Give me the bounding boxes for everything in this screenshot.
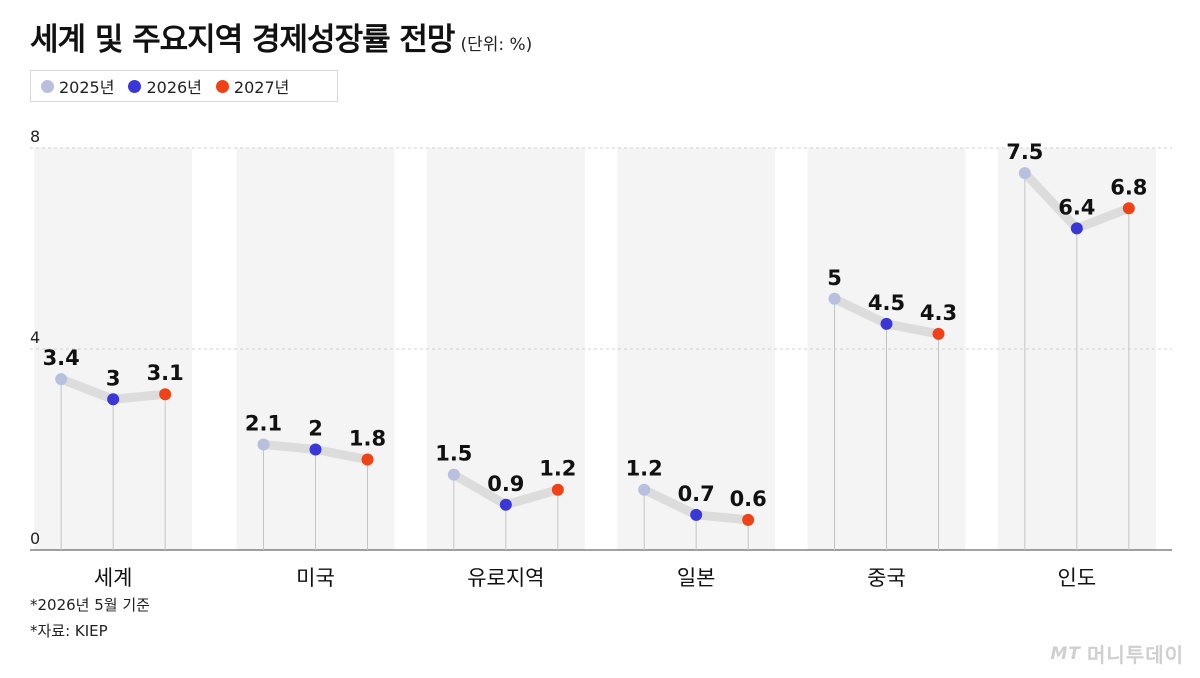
unit-label: (단위: %) [460,35,533,55]
data-label: 1.2 [626,457,663,481]
data-label: 0.9 [487,472,524,496]
legend-label-2026: 2026년 [146,78,202,97]
title-text: 세계 및 주요지역 경제성장률 전망 [30,22,455,58]
data-label: 3.4 [43,346,80,370]
legend-dot-2027 [215,79,229,93]
legend-dot-2025 [41,79,54,93]
data-label: 1.2 [539,457,576,481]
legend-label-2025: 2025년 [59,78,115,97]
x-tick-label: 세계 [94,566,133,590]
x-tick-label: 미국 [296,566,335,590]
data-label: 4.5 [868,291,905,315]
data-point [638,483,651,496]
data-point [551,483,564,496]
watermark-text: 머니투데이 [1087,643,1184,667]
data-label: 6.4 [1058,195,1095,219]
legend-label-2027: 2027년 [233,78,290,97]
x-tick-label: 인도 [1058,566,1097,590]
data-point [880,317,893,330]
data-point [499,498,512,511]
data-label: 2 [308,417,323,441]
data-label: 1.5 [435,442,472,466]
data-label: 4.3 [920,301,957,325]
legend-item-2026: 2026년 [128,74,202,98]
data-point [932,327,945,340]
data-point [742,513,755,526]
data-label: 3.1 [147,361,184,385]
data-label: 7.5 [1006,140,1043,164]
data-label: 1.8 [349,427,386,451]
note-source: *자료: KIEP [30,622,108,640]
chart-title: 세계 및 주요지역 경제성장률 전망 (단위: %) [30,14,532,59]
data-label: 2.1 [245,411,282,435]
data-point [55,373,68,386]
data-label: 6.8 [1110,175,1147,199]
x-tick-label: 중국 [867,566,906,590]
data-point [1122,202,1135,215]
legend-dot-2026 [128,79,142,93]
data-label: 0.7 [678,482,715,506]
data-point [257,438,270,451]
note-date: *2026년 5월 기준 [30,596,150,614]
watermark-logo: MT [1050,643,1081,664]
data-point [107,393,120,406]
x-tick-label: 유로지역 [467,566,544,590]
data-point [1018,167,1031,180]
data-point [690,508,703,521]
data-point [361,453,374,466]
y-tick-label: 4 [30,328,40,347]
y-tick-label: 0 [30,529,40,548]
legend-item-2027: 2027년 [215,74,290,98]
data-point [159,388,172,401]
data-label: 0.6 [730,487,767,511]
data-point [828,292,841,305]
legend-item-2025: 2025년 [41,74,114,98]
x-tick-label: 일본 [677,566,716,590]
data-label: 5 [827,266,842,290]
data-label: 3 [106,366,121,390]
y-tick-label: 8 [30,127,40,146]
data-point [1070,222,1083,235]
data-point [447,468,460,481]
legend: 2025년 2026년 2027년 [30,70,338,102]
data-point [309,443,322,456]
watermark: MT 머니투데이 [1050,639,1184,668]
